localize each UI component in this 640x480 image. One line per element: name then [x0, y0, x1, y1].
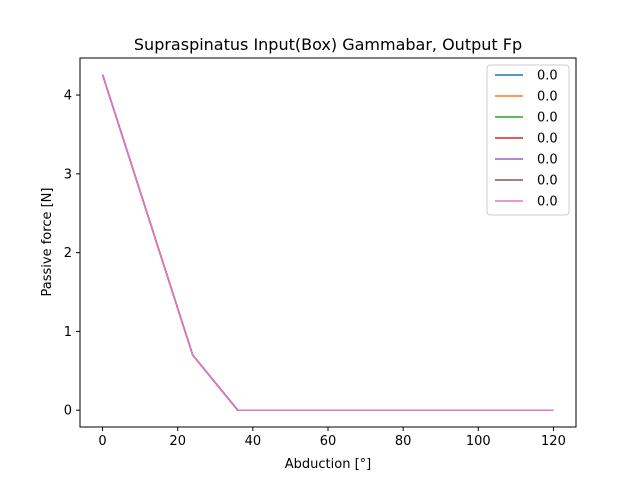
y-tick-label: 1	[64, 325, 72, 340]
legend-label-2: 0.0	[537, 90, 558, 105]
x-tick-label: 100	[466, 434, 491, 449]
y-axis: 0 1 2 3 4	[64, 89, 80, 419]
legend-label-5: 0.0	[537, 153, 558, 168]
y-tick-label: 3	[64, 167, 72, 182]
x-tick-label: 40	[245, 434, 262, 449]
series-line-7	[101, 74, 554, 411]
x-tick-label: 0	[98, 434, 106, 449]
legend-label-7: 0.0	[537, 195, 558, 210]
y-tick-label: 4	[64, 89, 72, 104]
y-axis-label: Passive force [N]	[40, 188, 55, 297]
legend-label-6: 0.0	[537, 174, 558, 189]
x-axis: 0 20 40 60 80 100 120	[98, 427, 566, 449]
y-tick-label: 2	[64, 246, 72, 261]
chart-title: Supraspinatus Input(Box) Gammabar, Outpu…	[134, 35, 522, 54]
legend-box	[486, 64, 570, 216]
legend-label-3: 0.0	[537, 111, 558, 126]
x-axis-label: Abduction [°]	[285, 457, 371, 472]
y-tick-label: 0	[64, 404, 72, 419]
series-layer	[101, 74, 554, 411]
legend: 0.0 0.0 0.0 0.0 0.0 0.0 0.0	[486, 64, 570, 216]
x-tick-label: 60	[320, 434, 337, 449]
x-tick-label: 80	[395, 434, 412, 449]
x-tick-label: 20	[169, 434, 186, 449]
legend-label-1: 0.0	[537, 69, 558, 84]
x-tick-label: 120	[541, 434, 566, 449]
legend-label-4: 0.0	[537, 132, 558, 147]
